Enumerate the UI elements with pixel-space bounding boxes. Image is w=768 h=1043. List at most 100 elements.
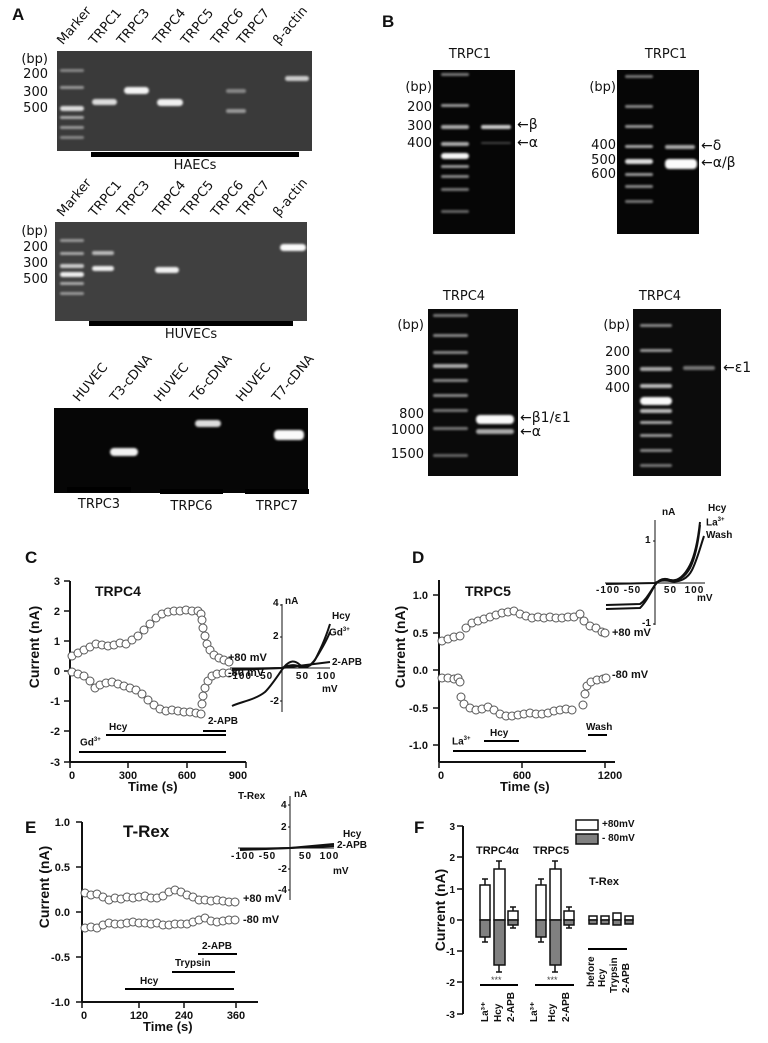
category-label: 2-APB (561, 991, 572, 1022)
inset-x-unit: mV (322, 684, 338, 695)
inset-legend-hcy: Hcy (708, 503, 727, 514)
axis-label-y: Current (nA) (26, 605, 42, 689)
inset-tick: -2 (278, 864, 287, 875)
bp-mark: 300 (605, 364, 630, 379)
svg-text:300: 300 (119, 770, 137, 782)
bp-mark: 400 (605, 381, 630, 396)
svg-text:1.0: 1.0 (413, 590, 428, 602)
gel-image-trpc4-a (428, 309, 518, 476)
svg-text:3: 3 (54, 576, 60, 588)
inset-x-ticks: -100 -50 50 100 (231, 851, 340, 862)
panel-label-c: C (25, 548, 38, 567)
group-title-trpc4a: TRPC4α (476, 845, 519, 857)
chart-title: TRPC5 (465, 583, 511, 599)
bp-mark: 200 (23, 67, 48, 82)
inset-unit-na: nA (285, 596, 299, 607)
treatment-label-trypsin: Trypsin (175, 958, 211, 969)
bp-mark: 1000 (390, 423, 424, 438)
category-label: Hcy (547, 1003, 558, 1022)
treatment-label-wash: Wash (586, 722, 613, 733)
treatment-label-2apb: 2-APB (208, 716, 239, 727)
trace-label-neg: -80 mV (228, 667, 265, 679)
lane-label: HUVEC (233, 360, 275, 405)
category-label: Hcy (597, 968, 608, 987)
panel-label-e: E (25, 818, 37, 837)
bp-mark: 200 (23, 240, 48, 255)
group-bar (91, 152, 299, 157)
panel-label-f: F (414, 818, 425, 837)
band-arrow-alpha-beta: ←α/β (701, 155, 736, 171)
band-arrow-beta: ←β (517, 117, 538, 133)
category-label: before (586, 956, 597, 987)
axis-label-y: Current (nA) (392, 605, 408, 689)
bp-mark: 800 (399, 407, 424, 422)
inset-x-ticks: -100 -50 50 100 (596, 585, 705, 596)
axis-label-x: Time (s) (500, 779, 550, 794)
axis-label-y: Current (nA) (432, 868, 448, 952)
treatment-label-la: La3+ (452, 736, 471, 748)
lane-label: HUVEC (70, 360, 112, 405)
svg-text:3: 3 (449, 822, 455, 833)
gel-image-cdna (54, 408, 308, 493)
group-title-trex: T-Rex (589, 876, 619, 888)
trace-label-pos: +80 mV (612, 627, 651, 639)
trace-label-pos: +80 mV (243, 893, 282, 905)
panel-label-d: D (412, 548, 425, 567)
inset-unit-na: nA (662, 507, 676, 518)
inset-legend-hcy: Hcy (332, 611, 351, 622)
svg-text:1: 1 (449, 885, 455, 896)
inset-tick: 4 (273, 598, 279, 609)
svg-text:2: 2 (449, 853, 455, 864)
bp-mark: 500 (23, 101, 48, 116)
gel-title: TRPC1 (644, 47, 688, 62)
band-arrow-alpha: ←α (520, 424, 541, 440)
axis-label-y: Current (nA) (36, 845, 52, 929)
group-label-trpc3: TRPC3 (77, 497, 121, 512)
svg-text:240: 240 (175, 1010, 193, 1022)
svg-text:1.0: 1.0 (55, 817, 70, 829)
gel-image-trpc1-a (433, 70, 515, 234)
treatment-label-hcy: Hcy (109, 722, 128, 733)
band-arrow-alpha: ←α (517, 135, 538, 151)
axis-label-x: Time (s) (128, 779, 178, 794)
inset-tick: -4 (278, 885, 287, 896)
significance-marker: *** (547, 975, 558, 985)
trace-label-neg: -80 mV (243, 914, 280, 926)
inset-tick: 2 (273, 631, 279, 642)
inset-legend-gd: Gd3+ (329, 627, 350, 639)
inset-tick: 4 (281, 800, 287, 811)
bp-mark: 300 (23, 85, 48, 100)
lane-label: β-actin (270, 175, 311, 220)
bp-unit: (bp) (405, 80, 432, 95)
legend-label-pos: +80mV (602, 819, 635, 830)
svg-text:0.0: 0.0 (55, 907, 70, 919)
bp-mark: 500 (591, 153, 616, 168)
gel-image-huvecs (55, 222, 307, 321)
svg-text:360: 360 (227, 1010, 245, 1022)
group-bar (160, 489, 223, 494)
bp-mark: 300 (407, 119, 432, 134)
svg-text:0: 0 (449, 916, 455, 927)
svg-text:0.5: 0.5 (413, 628, 428, 640)
lane-label: Marker (54, 3, 95, 49)
treatment-label-hcy: Hcy (140, 976, 159, 987)
inset-tick: -2 (270, 696, 279, 707)
inset-legend-la: La3+ (706, 517, 725, 529)
gel-title: TRPC4 (638, 289, 682, 304)
category-label: La³⁺ (480, 1001, 491, 1022)
chart-d-trpc5-time-course: 1.0 0.5 0.0 -0.5 -1.0 0 600 1200 (409, 520, 705, 782)
svg-text:-1.0: -1.0 (51, 997, 70, 1009)
inset-legend-wash: Wash (706, 530, 733, 541)
bp-mark: 600 (591, 167, 616, 182)
lane-label: T6-cDNA (187, 351, 236, 405)
bp-mark: 200 (407, 100, 432, 115)
bp-mark: 500 (23, 272, 48, 287)
inset-x-unit: mV (697, 593, 713, 604)
group-label-huvecs: HUVECs (164, 327, 218, 342)
lane-label: HUVEC (151, 360, 193, 405)
inset-tick: 2 (281, 822, 287, 833)
svg-text:-2: -2 (50, 726, 60, 738)
svg-text:0.5: 0.5 (55, 862, 70, 874)
svg-text:600: 600 (178, 770, 196, 782)
inset-tick: 1 (645, 535, 651, 546)
